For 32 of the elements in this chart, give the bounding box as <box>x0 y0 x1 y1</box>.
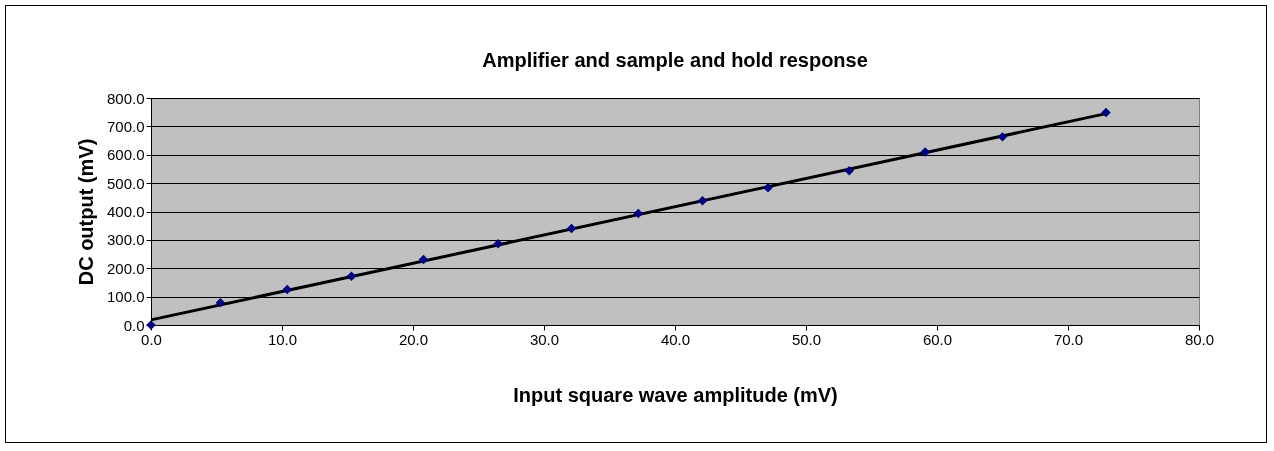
x-tick-label: 60.0 <box>922 330 953 348</box>
point <box>418 254 429 265</box>
point <box>282 284 292 295</box>
point <box>1101 107 1111 118</box>
y-tick-label: 700.0 <box>106 117 145 135</box>
point <box>566 223 577 234</box>
y-tick-label: 300.0 <box>106 231 145 249</box>
point <box>633 208 644 219</box>
x-tick-label: 20.0 <box>398 330 429 348</box>
point <box>215 298 226 308</box>
point <box>763 182 773 193</box>
point <box>493 239 503 249</box>
chart-title: Amplifier and sample and hold response <box>482 49 868 71</box>
point <box>997 132 1008 142</box>
point <box>697 195 708 206</box>
y-tick-label: 600.0 <box>106 146 145 164</box>
x-tick-label: 30.0 <box>529 330 560 348</box>
y-axis-title: DC output (mV) <box>74 138 97 286</box>
x-tick-label: 80.0 <box>1184 330 1215 348</box>
y-tick-label: 800.0 <box>106 89 145 107</box>
point <box>346 271 357 281</box>
x-tick-label: 10.0 <box>267 330 298 348</box>
point <box>920 147 930 157</box>
y-tick-label: 100.0 <box>106 288 145 306</box>
y-tick-label: 200.0 <box>106 259 145 277</box>
point <box>844 165 854 176</box>
y-tick-label: 500.0 <box>106 174 145 192</box>
x-tick-label: 40.0 <box>660 330 691 348</box>
x-tick-label: 70.0 <box>1053 330 1084 348</box>
x-tick-label: 50.0 <box>791 330 822 348</box>
y-tick-label: 400.0 <box>106 203 145 220</box>
x-axis-title: Input square wave amplitude (mV) <box>513 383 838 406</box>
